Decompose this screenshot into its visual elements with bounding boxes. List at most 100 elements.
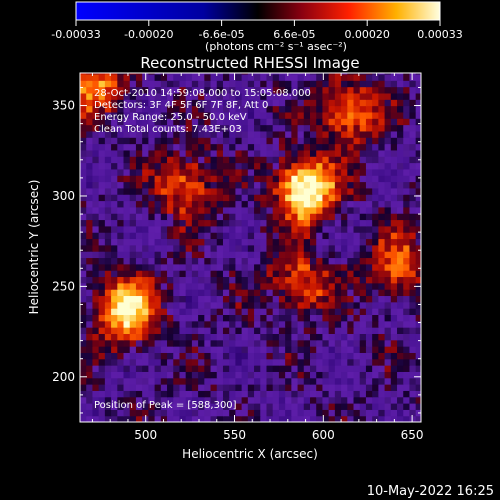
heatmap-cell [260,225,268,233]
heatmap-cell [266,358,274,366]
heatmap-cell [303,156,311,164]
heatmap-cell [272,238,280,246]
heatmap-cell [254,93,261,100]
heatmap-cell [347,257,355,265]
heatmap-cell [247,149,255,157]
colorbar-unit-label: (photons cm⁻² s⁻¹ asec⁻²) [205,40,347,53]
heatmap-cell [341,301,348,309]
heatmap-cell [409,74,417,81]
heatmap-cell [98,232,106,240]
heatmap-cell [328,358,336,366]
heatmap-cell [104,225,112,233]
heatmap-cell [334,415,342,422]
heatmap-cell [111,295,118,303]
heatmap-cell [378,390,386,398]
heatmap-cell [297,130,305,138]
heatmap-cell [378,206,386,214]
heatmap-cell [185,282,193,290]
heatmap-cell [191,333,199,341]
heatmap-cell [173,390,181,398]
heatmap-cell [179,86,187,94]
heatmap-cell [322,263,330,271]
heatmap-cell [309,244,317,252]
heatmap-cell [397,390,404,398]
heatmap-cell [297,346,305,353]
heatmap-cell [129,263,137,271]
heatmap-cell [129,74,137,81]
heatmap-cell [272,257,280,265]
heatmap-cell [260,213,268,221]
heatmap-cell [316,396,324,404]
heatmap-cell [123,156,131,164]
heatmap-cell [160,377,168,385]
heatmap-cell [372,403,379,410]
heatmap-cell [266,327,274,334]
heatmap-cell [297,73,305,75]
heatmap-cell [341,358,348,366]
heatmap-cell [303,149,311,157]
x-axis-label: Heliocentric X (arcsec) [182,447,318,461]
heatmap-cell [409,263,417,271]
heatmap-cell [123,130,131,138]
heatmap-cell [260,270,268,278]
heatmap-cell [235,377,243,385]
heatmap-cell [92,314,100,322]
heatmap-cell [210,137,218,145]
heatmap-cell [254,206,261,214]
heatmap-cell [198,118,205,126]
heatmap-cell [210,409,218,417]
heatmap-cell [378,346,386,353]
heatmap-cell [160,415,168,422]
heatmap-cell [148,295,156,303]
heatmap-cell [303,162,311,170]
heatmap-cell [154,396,162,404]
heatmap-cell [403,93,411,100]
heatmap-cell [328,168,336,176]
heatmap-cell [415,314,421,322]
heatmap-cell [198,415,205,422]
heatmap-cell [179,365,187,372]
heatmap-cell [204,99,212,107]
heatmap-cell [353,175,361,183]
heatmap-cell [198,93,205,100]
heatmap-cell [247,371,255,379]
heatmap-cell [266,339,274,347]
heatmap-cell [359,99,367,107]
heatmap-cell [80,352,87,360]
heatmap-cell [241,365,249,372]
heatmap-cell [86,308,94,316]
heatmap-cell [173,181,181,189]
heatmap-cell [390,244,398,252]
heatmap-cell [229,200,237,208]
heatmap-cell [198,320,205,328]
heatmap-cell [123,162,131,170]
heatmap-cell [334,213,342,221]
heatmap-cell [173,346,181,353]
heatmap-cell [303,415,311,422]
heatmap-cell [353,403,361,410]
heatmap-cell [179,156,187,164]
heatmap-cell [403,339,411,347]
heatmap-cell [135,175,143,183]
heatmap-cell [309,187,317,195]
heatmap-cell [129,99,137,107]
heatmap-cell [204,86,212,94]
heatmap-cell [185,308,193,316]
heatmap-cell [154,124,162,132]
heatmap-cell [328,175,336,183]
heatmap-cell [291,270,299,278]
heatmap-cell [266,333,274,341]
heatmap-cell [98,213,106,221]
heatmap-cell [92,358,100,366]
heatmap-cell [334,244,342,252]
heatmap-cell [247,168,255,176]
heatmap-cell [154,73,162,75]
heatmap-cell [390,301,398,309]
heatmap-cell [291,74,299,81]
heatmap-cell [297,105,305,113]
heatmap-cell [191,384,199,391]
heatmap-cell [167,339,174,347]
heatmap-cell [135,270,143,278]
heatmap-cell [254,238,261,246]
heatmap-cell [415,187,421,195]
